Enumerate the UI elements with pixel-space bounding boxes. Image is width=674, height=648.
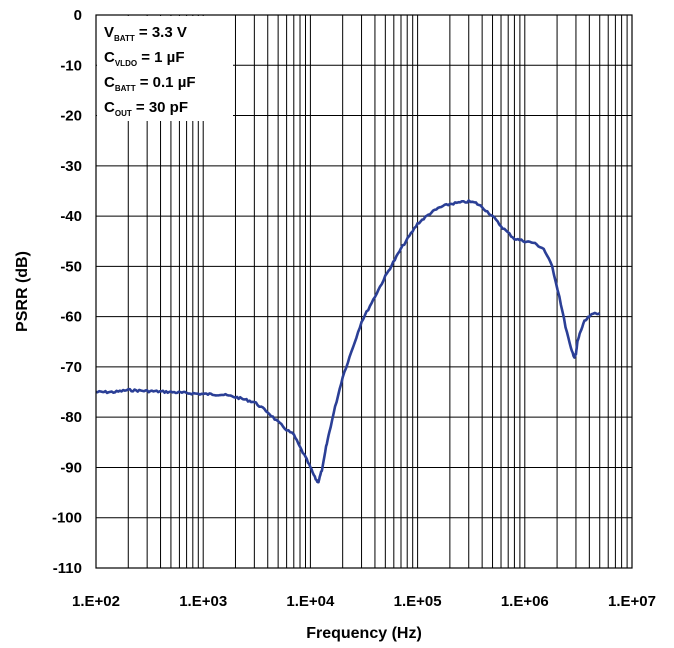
y-tick-label: -110 [53,560,82,577]
y-tick-label: -50 [60,258,82,275]
y-tick-label: -70 [60,359,82,376]
y-tick-label: -20 [60,108,82,125]
y-tick-label: -30 [60,158,82,175]
x-axis-tick-labels: 1.E+02 1.E+03 1.E+04 1.E+05 1.E+06 1.E+07 [72,593,656,610]
x-tick-label: 1.E+02 [72,593,120,610]
y-tick-label: -90 [60,459,82,476]
x-tick-label: 1.E+03 [179,593,227,610]
plot-frame [95,14,633,569]
y-tick-label: -40 [60,208,82,225]
psrr-curve [95,199,601,484]
annotation-line: CBATT = 0.1 µF [104,74,196,93]
y-tick-label: -100 [52,510,82,527]
annotation-line: CVLDO = 1 µF [104,49,185,68]
y-axis-title: PSRR (dB) [14,251,31,332]
conditions-annotation: VBATT = 3.3 V CVLDO = 1 µF CBATT = 0.1 µF C… [97,16,233,121]
x-tick-label: 1.E+06 [501,593,549,610]
x-tick-label: 1.E+04 [286,593,335,610]
annotation-box [97,16,233,121]
y-tick-label: -10 [60,57,82,74]
x-axis-title: Frequency (Hz) [306,625,422,642]
x-tick-label: 1.E+05 [394,593,442,610]
annotation-line: VBATT = 3.3 V [104,24,187,43]
y-tick-label: -60 [60,309,82,326]
y-tick-label: -80 [60,409,82,426]
y-tick-label: 0 [74,7,82,24]
y-axis-tick-labels: 0 -10 -20 -30 -40 -50 -60 -70 -80 -90 -100 -110 [52,7,82,577]
x-tick-label: 1.E+07 [608,593,656,610]
annotation-line: COUT = 30 pF [104,99,188,118]
series-layer [95,199,601,484]
